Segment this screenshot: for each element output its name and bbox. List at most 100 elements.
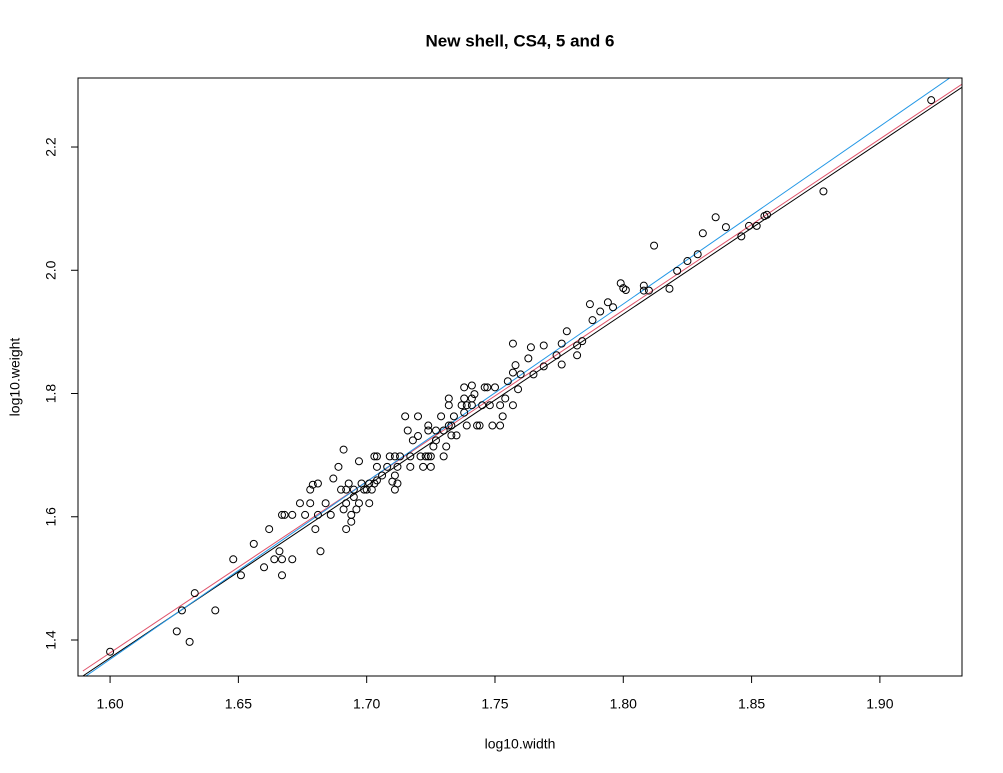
data-point [557, 360, 566, 369]
data-point [190, 589, 199, 598]
data-point [326, 510, 335, 519]
data-point [349, 493, 358, 502]
data-point [442, 442, 451, 451]
data-point [424, 452, 433, 461]
data-point [354, 457, 363, 466]
data-point [280, 510, 289, 519]
data-point [334, 462, 343, 471]
data-point [588, 316, 597, 325]
data-point [347, 517, 356, 526]
data-point [539, 362, 548, 371]
data-point [444, 394, 453, 403]
x-tick-label: 1.70 [353, 696, 380, 712]
data-point [306, 485, 315, 494]
data-point [354, 499, 363, 508]
data-point [390, 452, 399, 461]
data-point [313, 479, 322, 488]
data-point [480, 383, 489, 392]
data-point [431, 436, 440, 445]
data-point [473, 421, 482, 430]
data-point [447, 431, 456, 440]
data-point [414, 432, 422, 441]
data-point [278, 510, 286, 519]
data-point [496, 401, 505, 410]
data-point [616, 279, 625, 288]
data-point [698, 229, 707, 238]
data-point [383, 462, 392, 471]
data-point [365, 499, 374, 508]
data-point [370, 452, 379, 461]
data-point [619, 284, 628, 293]
data-point [344, 479, 353, 488]
data-point [585, 300, 594, 309]
y-tick-label: 1.8 [43, 384, 59, 404]
data-point [460, 408, 469, 417]
x-tick-label: 1.85 [738, 696, 765, 712]
data-point [172, 627, 181, 636]
data-point [639, 286, 648, 295]
data-point [462, 421, 471, 430]
data-point [552, 351, 561, 360]
data-point [372, 462, 381, 471]
data-point [342, 499, 351, 508]
y-tick-label: 1.6 [43, 507, 59, 527]
data-point [449, 412, 458, 421]
data-point [439, 426, 448, 435]
data-point [408, 436, 417, 445]
data-point [439, 452, 448, 461]
y-tick-label: 2.2 [43, 137, 59, 157]
data-point [460, 383, 469, 392]
x-tick-label: 1.90 [866, 696, 893, 712]
data-point [431, 426, 440, 435]
data-point [665, 284, 674, 293]
data-point [501, 394, 510, 403]
data-point [426, 452, 435, 461]
data-point [329, 474, 338, 483]
data-point [372, 452, 381, 461]
data-point [249, 539, 258, 548]
data-point [711, 213, 720, 222]
data-point [360, 485, 369, 494]
data-point [288, 510, 297, 519]
data-point [313, 510, 322, 519]
data-point [419, 462, 428, 471]
data-point [475, 421, 484, 430]
data-point [483, 383, 492, 392]
data-point [316, 547, 325, 556]
data-point [229, 555, 238, 564]
data-point [508, 339, 517, 348]
data-point [288, 555, 297, 564]
data-point [278, 571, 286, 580]
data-point [603, 298, 612, 307]
data-point [529, 370, 538, 379]
data-point [278, 555, 286, 564]
data-point [511, 361, 520, 370]
data-point [414, 412, 422, 421]
data-point [211, 606, 220, 615]
data-point [485, 401, 494, 410]
data-point [306, 499, 315, 508]
data-point [393, 462, 402, 471]
data-point [416, 452, 425, 461]
data-point [460, 394, 469, 403]
data-point [650, 241, 659, 250]
data-point [488, 421, 497, 430]
data-point [106, 647, 115, 656]
data-point [490, 383, 499, 392]
data-point [301, 510, 310, 519]
data-point [503, 377, 512, 386]
data-point [447, 421, 456, 430]
x-tick-label: 1.80 [610, 696, 637, 712]
data-point [683, 257, 692, 266]
data-point [444, 421, 453, 430]
data-point [498, 412, 507, 421]
chart-title: New shell, CS4, 5 and 6 [426, 31, 615, 50]
data-point [437, 412, 446, 421]
data-point [514, 385, 523, 394]
data-point [596, 307, 605, 316]
data-point [508, 368, 517, 377]
data-point [385, 452, 394, 461]
data-point [452, 431, 461, 440]
